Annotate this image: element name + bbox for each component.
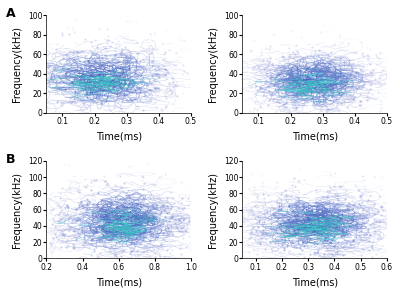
Y-axis label: Frequency(kHz): Frequency(kHz) <box>208 26 218 102</box>
Y-axis label: Frequency(kHz): Frequency(kHz) <box>12 172 22 248</box>
X-axis label: Time(ms): Time(ms) <box>96 131 142 141</box>
Text: A: A <box>6 7 16 20</box>
X-axis label: Time(ms): Time(ms) <box>292 277 338 287</box>
Y-axis label: Frequency(kHz): Frequency(kHz) <box>208 172 218 248</box>
X-axis label: Time(ms): Time(ms) <box>292 131 338 141</box>
Text: B: B <box>6 153 16 166</box>
Y-axis label: Frequency(kHz): Frequency(kHz) <box>12 26 22 102</box>
X-axis label: Time(ms): Time(ms) <box>96 277 142 287</box>
